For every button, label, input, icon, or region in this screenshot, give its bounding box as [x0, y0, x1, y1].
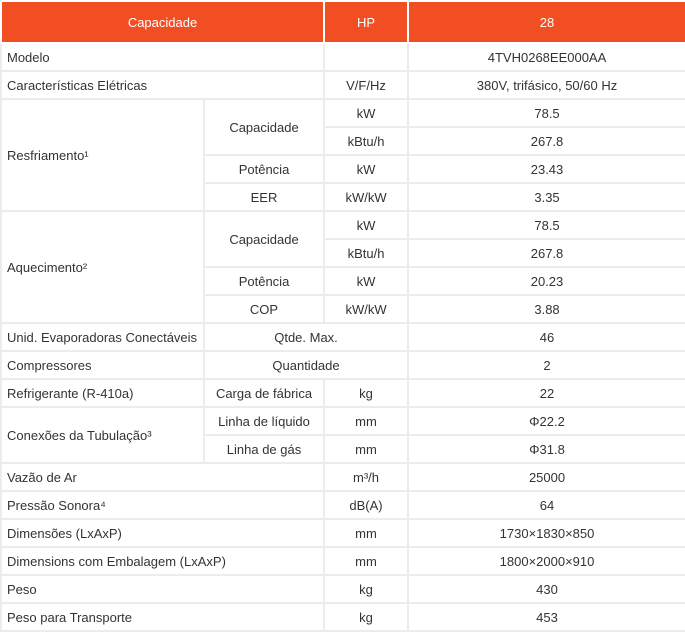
value: 430 [407, 574, 685, 604]
unit: kg [323, 378, 410, 408]
sublabel: Potência [202, 154, 326, 184]
label: Dimensions com Embalagem (LxAxP) [0, 546, 326, 576]
sublabel: COP [202, 294, 326, 324]
label: Conexões da Tubulação³ [0, 406, 205, 464]
value: 78.5 [407, 210, 685, 240]
value: 1730×1830×850 [407, 518, 685, 548]
row: kBtu/h 267.8 [1, 238, 685, 268]
value: 1800×2000×910 [407, 546, 685, 576]
value: Φ31.8 [407, 434, 685, 464]
value: 267.8 [407, 238, 685, 268]
header-cell: Capacidade [0, 0, 326, 44]
label: Vazão de Ar [0, 462, 326, 492]
value: 64 [407, 490, 685, 520]
row: Compressores Quantidade 2 [0, 350, 685, 380]
label: Pressão Sonora⁴ [0, 490, 326, 520]
row: Potência kW 20.23 [1, 266, 685, 296]
unit: kW [323, 154, 410, 184]
label: Modelo [0, 42, 326, 72]
unit: kW/kW [323, 294, 410, 324]
header-row: Capacidade HP 28 [0, 0, 685, 44]
unit: kW [323, 266, 410, 296]
unit: mm [323, 434, 410, 464]
value: 23.43 [407, 154, 685, 184]
row: Vazão de Ar m³/h 25000 [0, 462, 685, 492]
value: 4TVH0268EE000AA [407, 42, 685, 72]
row: Resfriamento¹ Capacidade kW 78.5 [0, 98, 685, 212]
sublabel: EER [202, 182, 326, 212]
row: kBtu/h 267.8 [1, 126, 685, 156]
unit: dB(A) [323, 490, 410, 520]
unit: kg [323, 574, 410, 604]
unit: kBtu/h [323, 238, 410, 268]
value: 2 [407, 350, 685, 380]
unit [323, 42, 410, 72]
unit: m³/h [323, 462, 410, 492]
value: 46 [407, 322, 685, 352]
unit: kg [323, 602, 410, 632]
row: Potência kW 23.43 [1, 154, 685, 184]
unit: mm [323, 518, 410, 548]
unit: kW/kW [323, 182, 410, 212]
row: Modelo 4TVH0268EE000AA [0, 42, 685, 72]
value: 453 [407, 602, 685, 632]
label: Compressores [0, 350, 205, 380]
unit: mm [323, 546, 410, 576]
row: Dimensões (LxAxP) mm 1730×1830×850 [0, 518, 685, 548]
sublabel: Linha de gás [202, 434, 326, 464]
row: Linha de gás mm Φ31.8 [1, 434, 685, 464]
value: 20.23 [407, 266, 685, 296]
unit: kW [323, 210, 410, 240]
value: 3.88 [407, 294, 685, 324]
sublabel: Linha de líquido [202, 406, 326, 436]
label: Resfriamento¹ [0, 98, 205, 212]
row: EER kW/kW 3.35 [1, 182, 685, 212]
row: Peso para Transporte kg 453 [0, 602, 685, 632]
unit: V/F/Hz [323, 70, 410, 100]
row: Refrigerante (R-410a) Carga de fábrica k… [0, 378, 685, 408]
label: Dimensões (LxAxP) [0, 518, 326, 548]
label: Aquecimento² [0, 210, 205, 324]
value: 78.5 [407, 98, 685, 128]
label: Características Elétricas [0, 70, 326, 100]
value: 25000 [407, 462, 685, 492]
row: COP kW/kW 3.88 [1, 294, 685, 324]
unit: kW [323, 98, 410, 128]
label: Refrigerante (R-410a) [0, 378, 205, 408]
label: Unid. Evaporadoras Conectáveis [0, 322, 205, 352]
sublabel: Capacidade [202, 98, 326, 156]
value: Φ22.2 [407, 406, 685, 436]
row: Peso kg 430 [0, 574, 685, 604]
sublabel: Carga de fábrica [202, 378, 326, 408]
row: Características Elétricas V/F/Hz 380V, t… [0, 70, 685, 100]
label: Peso [0, 574, 326, 604]
value: 22 [407, 378, 685, 408]
unit: mm [323, 406, 410, 436]
header-cell: 28 [407, 0, 685, 44]
sublabel: Capacidade [202, 210, 326, 268]
value: 3.35 [407, 182, 685, 212]
sublabel: Qtde. Max. [202, 322, 410, 352]
row: Unid. Evaporadoras Conectáveis Qtde. Max… [0, 322, 685, 352]
sublabel: Potência [202, 266, 326, 296]
header-cell: HP [323, 0, 410, 44]
row: Pressão Sonora⁴ dB(A) 64 [0, 490, 685, 520]
label: Peso para Transporte [0, 602, 326, 632]
row: Dimensions com Embalagem (LxAxP) mm 1800… [0, 546, 685, 576]
row: Aquecimento² Capacidade kW 78.5 [0, 210, 685, 324]
sublabel: Quantidade [202, 350, 410, 380]
unit: kBtu/h [323, 126, 410, 156]
row: Conexões da Tubulação³ Linha de líquido … [0, 406, 685, 464]
value: 380V, trifásico, 50/60 Hz [407, 70, 685, 100]
value: 267.8 [407, 126, 685, 156]
